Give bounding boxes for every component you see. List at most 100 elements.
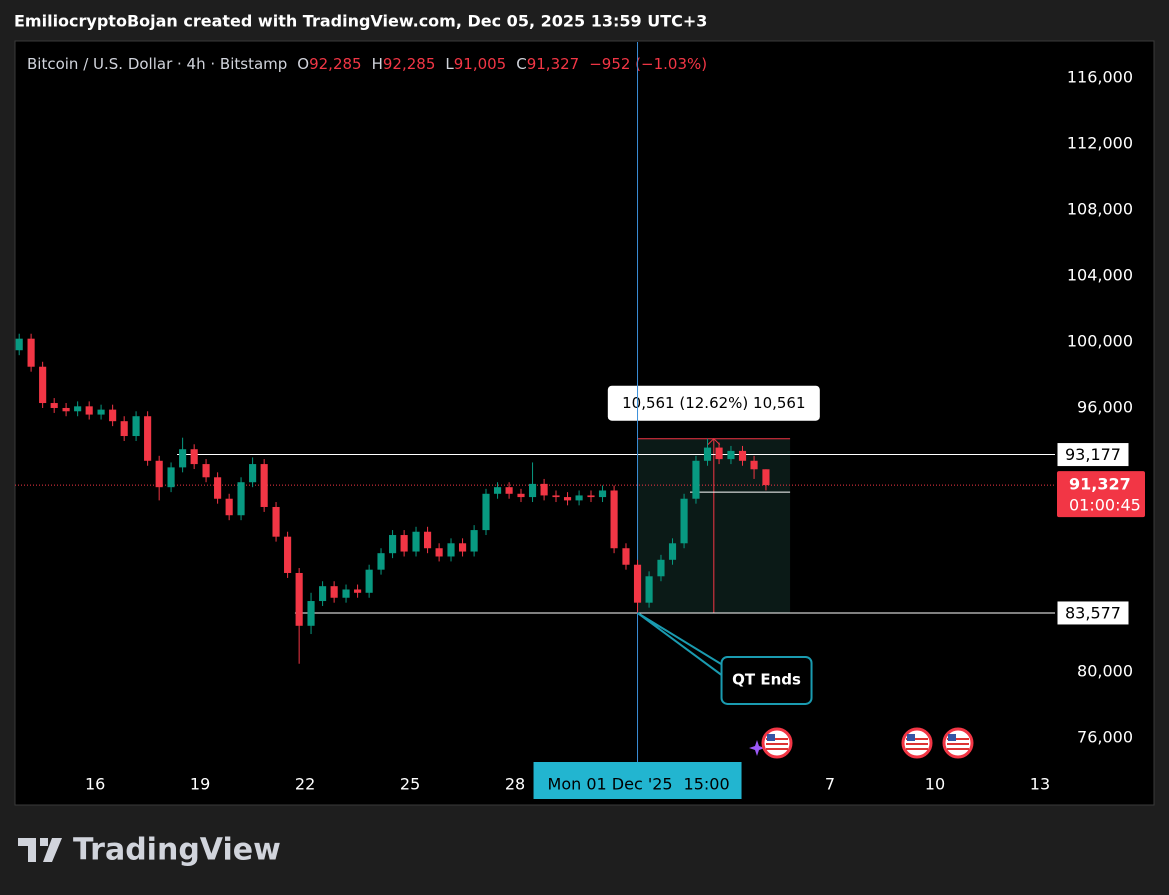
candle-body bbox=[354, 589, 362, 593]
candle-body bbox=[307, 601, 315, 626]
legend-item: C bbox=[516, 55, 526, 73]
candle-body bbox=[97, 409, 105, 415]
candle-body bbox=[493, 487, 502, 494]
candle-body bbox=[39, 366, 47, 404]
candle-body bbox=[633, 564, 642, 603]
candle-body bbox=[727, 450, 735, 460]
candle-body bbox=[389, 535, 397, 554]
candle-body bbox=[622, 548, 630, 565]
candle-body bbox=[15, 338, 23, 351]
flag-canton bbox=[767, 734, 956, 741]
legend-item: −952 (−1.03%) bbox=[589, 55, 707, 73]
candle-body bbox=[575, 495, 583, 501]
candle-body bbox=[167, 467, 175, 488]
candle-body bbox=[272, 506, 280, 537]
candle-body bbox=[447, 543, 455, 557]
plot: Bitcoin / U.S. Dollar · 4h · Bitstamp O 92… bbox=[15, 42, 1145, 799]
y-tick-label: 96,000 bbox=[1077, 397, 1133, 416]
crosshair-date: Mon 01 Dec '25 bbox=[548, 775, 673, 794]
level-label-box bbox=[1056, 442, 1130, 468]
chart-panel bbox=[14, 40, 1155, 806]
x-tick-label: 19 bbox=[190, 775, 210, 794]
measure-label-box bbox=[607, 385, 820, 421]
y-tick-label: 76,000 bbox=[1077, 727, 1133, 746]
legend-item: O bbox=[297, 55, 309, 73]
header: EmiliocryptoBojan created with TradingVi… bbox=[14, 12, 707, 31]
candle-body bbox=[377, 553, 385, 570]
candle-body bbox=[109, 409, 117, 422]
countdown: 01:00:45 bbox=[1069, 496, 1141, 515]
candle-body bbox=[319, 586, 327, 602]
legend-item: L bbox=[445, 55, 454, 73]
candle-body bbox=[62, 407, 70, 412]
candle-body bbox=[144, 416, 152, 461]
x-tick-label: 13 bbox=[1030, 775, 1050, 794]
candle-body bbox=[750, 460, 758, 470]
candle-body bbox=[762, 469, 770, 486]
event-star bbox=[749, 740, 765, 756]
candle-body bbox=[132, 416, 140, 437]
level-label: 83,577 bbox=[1065, 603, 1121, 622]
candle-body bbox=[342, 589, 350, 598]
candle-body bbox=[435, 548, 443, 557]
candle-body bbox=[225, 498, 233, 516]
level-label-box bbox=[1056, 600, 1130, 626]
legend-item: 91,005 bbox=[454, 55, 507, 73]
y-tick-label: 104,000 bbox=[1067, 265, 1133, 284]
x-tick-label: 16 bbox=[85, 775, 105, 794]
candle-body bbox=[27, 338, 35, 367]
candle-body bbox=[50, 403, 58, 408]
last-price-label: 91,327 bbox=[1069, 475, 1131, 494]
candle-body bbox=[703, 447, 712, 461]
candle-body bbox=[190, 449, 198, 465]
legend-item: 92,285 bbox=[383, 55, 436, 73]
legend-item: H bbox=[372, 55, 383, 73]
legend-item: Bitcoin / U.S. Dollar · 4h · Bitstamp bbox=[27, 55, 287, 73]
candle-body bbox=[400, 535, 408, 552]
candle-body bbox=[237, 482, 245, 516]
flag-stripes bbox=[766, 738, 969, 750]
candle-body bbox=[528, 483, 537, 498]
candle-body bbox=[155, 460, 163, 488]
candle-body bbox=[120, 421, 128, 437]
callout-box bbox=[720, 655, 813, 705]
x-tick-label: 28 bbox=[505, 775, 525, 794]
candle-body bbox=[424, 531, 432, 549]
crosshair-time: 15:00 bbox=[684, 775, 730, 794]
candle-body bbox=[738, 450, 747, 461]
legend: Bitcoin / U.S. Dollar · 4h · Bitstamp O 92… bbox=[27, 55, 707, 73]
y-tick-label: 80,000 bbox=[1077, 661, 1133, 680]
candle-body bbox=[680, 498, 688, 544]
candle-body bbox=[85, 406, 93, 415]
candle-body bbox=[458, 543, 467, 552]
x-tick-label: 7 bbox=[825, 775, 835, 794]
candle-body bbox=[657, 559, 665, 577]
candle-body bbox=[540, 483, 548, 496]
candle-body bbox=[598, 490, 607, 498]
last-price-box bbox=[1057, 471, 1145, 518]
candle-body bbox=[179, 449, 187, 468]
candle-body bbox=[482, 493, 490, 531]
candle-body bbox=[260, 464, 268, 507]
candle-body bbox=[505, 487, 513, 494]
candle-body bbox=[563, 497, 572, 501]
candle-body bbox=[249, 464, 257, 483]
logo: TradingView bbox=[18, 833, 281, 868]
candle-body bbox=[692, 460, 700, 499]
y-tick-label: 100,000 bbox=[1067, 331, 1133, 350]
candle-body bbox=[610, 490, 618, 549]
candle-body bbox=[645, 576, 653, 603]
event-icons bbox=[749, 727, 974, 759]
candle-body bbox=[295, 572, 303, 626]
measure-arrow bbox=[707, 437, 721, 446]
candle-body bbox=[412, 531, 420, 552]
legend-item: 91,327 bbox=[527, 55, 580, 73]
x-tick-label: 25 bbox=[400, 775, 420, 794]
y-tick-label: 108,000 bbox=[1067, 199, 1133, 218]
y-tick-label: 112,000 bbox=[1067, 133, 1133, 152]
candle-body bbox=[668, 543, 677, 560]
candle-body bbox=[587, 495, 595, 498]
x-tick-label: 10 bbox=[925, 775, 945, 794]
candle-body bbox=[365, 569, 373, 593]
